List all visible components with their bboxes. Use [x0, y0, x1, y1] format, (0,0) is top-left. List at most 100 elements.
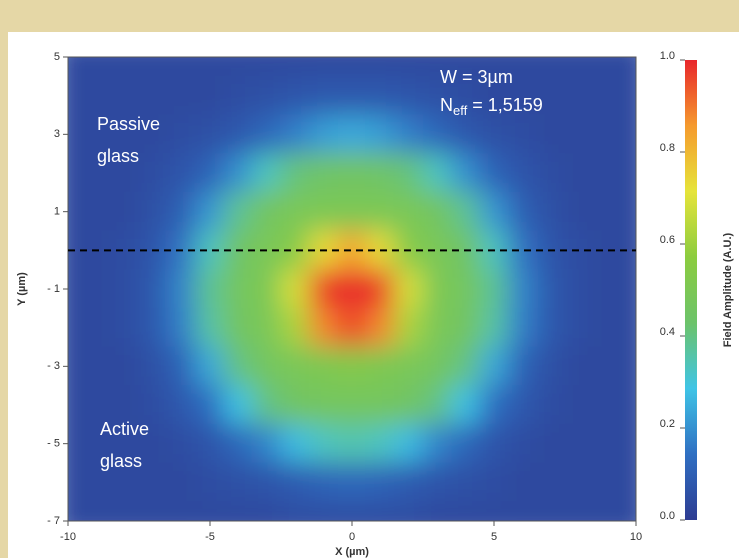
x-tick-label: 0 — [349, 531, 355, 543]
heat-cell — [308, 269, 339, 309]
heat-cell — [621, 114, 636, 155]
heat-cell — [337, 307, 367, 348]
heat-cell — [592, 307, 623, 348]
annotation: Neff = 1,5159 — [440, 95, 543, 119]
heat-cell — [479, 57, 509, 77]
heat-cell — [252, 153, 282, 193]
y-tick-label: 3 — [54, 128, 60, 140]
heat-cell — [564, 269, 594, 309]
heat-cell — [81, 153, 112, 193]
heat-cell — [479, 191, 509, 232]
heat-cell — [280, 153, 310, 193]
heat-cell — [166, 385, 197, 425]
annotation-part: = 1,5159 — [467, 95, 543, 115]
heat-cell — [280, 423, 310, 464]
heat-cell — [68, 191, 83, 232]
heat-cell — [564, 57, 594, 77]
heat-cell — [308, 423, 339, 464]
heat-cell — [68, 501, 83, 521]
heat-cell — [621, 153, 636, 193]
heat-cell — [536, 269, 566, 309]
heat-cell — [252, 191, 282, 232]
heat-cell — [621, 346, 636, 387]
heat-cell — [223, 307, 254, 348]
heat-cell — [280, 346, 310, 387]
heat-cell — [280, 191, 310, 232]
heat-cell — [337, 385, 367, 425]
heat-cell — [621, 191, 636, 232]
heat-cell — [252, 501, 282, 521]
heat-cell — [592, 346, 623, 387]
heat-cell — [68, 307, 83, 348]
heat-cell — [110, 269, 140, 309]
heat-cell — [507, 57, 538, 77]
heat-cell — [110, 114, 140, 155]
heat-cell — [450, 153, 481, 193]
heat-cell — [68, 385, 83, 425]
heat-cell — [195, 423, 225, 464]
heat-cell — [422, 501, 452, 521]
heat-cell — [138, 75, 168, 116]
heat-cell — [536, 75, 566, 116]
heat-cell — [280, 57, 310, 77]
heat-cell — [564, 75, 594, 116]
heat-cell — [195, 385, 225, 425]
heat-cell — [223, 501, 254, 521]
heat-cell — [68, 230, 83, 271]
heat-cell — [592, 75, 623, 116]
heat-cell — [166, 307, 197, 348]
heat-cell — [479, 114, 509, 155]
heat-cell — [81, 462, 112, 503]
y-tick-label: - 7 — [47, 515, 60, 527]
heat-cell — [592, 57, 623, 77]
heat-cell — [450, 307, 481, 348]
heat-cell — [365, 57, 396, 77]
heat-cell — [422, 462, 452, 503]
heat-cell — [621, 423, 636, 464]
heat-cell — [195, 462, 225, 503]
heat-cell — [592, 501, 623, 521]
heat-cell — [110, 57, 140, 77]
heat-cell — [195, 153, 225, 193]
heat-cell — [195, 346, 225, 387]
heat-cell — [337, 75, 367, 116]
heat-cell — [138, 57, 168, 77]
y-tick-label: - 3 — [47, 360, 60, 372]
heat-cell — [138, 307, 168, 348]
heat-cell — [252, 385, 282, 425]
heat-cell — [68, 346, 83, 387]
heat-cell — [223, 191, 254, 232]
heat-cell — [337, 153, 367, 193]
heat-cell — [365, 423, 396, 464]
heat-cell — [308, 114, 339, 155]
heat-cell — [365, 114, 396, 155]
heat-cell — [252, 114, 282, 155]
heat-cell — [536, 114, 566, 155]
heat-cell — [166, 75, 197, 116]
heatmap — [68, 57, 636, 521]
heat-cell — [308, 501, 339, 521]
heat-cell — [110, 501, 140, 521]
heat-cell — [138, 462, 168, 503]
heat-cell — [536, 385, 566, 425]
heat-cell — [394, 57, 424, 77]
heat-cell — [592, 153, 623, 193]
heat-cell — [450, 114, 481, 155]
heat-cell — [564, 385, 594, 425]
y-tick-label: 1 — [54, 206, 60, 218]
annotation-sub: eff — [453, 103, 468, 118]
heat-cell — [68, 75, 83, 116]
heat-cell — [592, 385, 623, 425]
x-tick-label: 5 — [491, 531, 497, 543]
heat-cell — [621, 269, 636, 309]
heat-cell — [507, 423, 538, 464]
heat-cell — [621, 57, 636, 77]
heat-cell — [564, 346, 594, 387]
heat-cell — [81, 307, 112, 348]
heat-cell — [308, 75, 339, 116]
heat-cell — [252, 423, 282, 464]
heat-cell — [507, 385, 538, 425]
colorbar — [685, 60, 697, 520]
heat-cell — [365, 191, 396, 232]
heat-cell — [68, 423, 83, 464]
